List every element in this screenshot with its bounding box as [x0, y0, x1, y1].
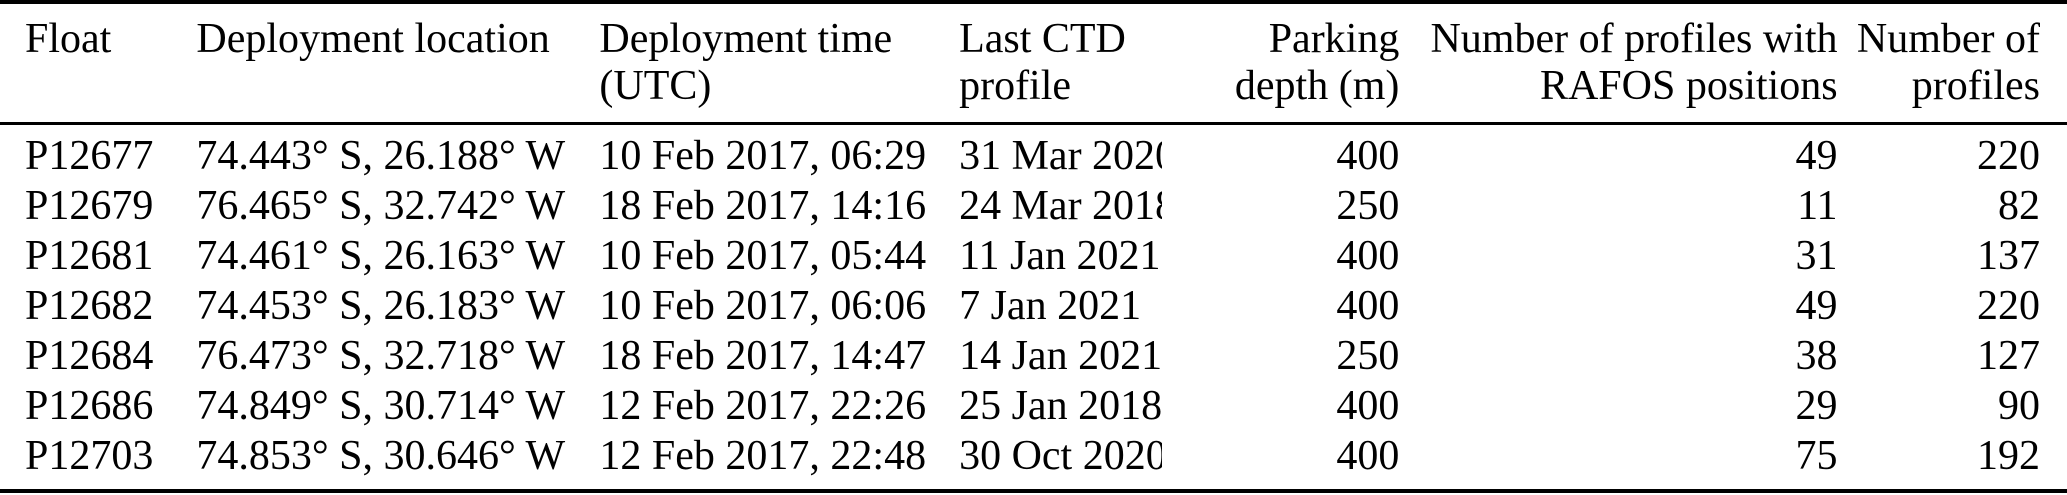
- cell-rafos-profiles: 49: [1795, 133, 1838, 179]
- cell-rafos-profiles: 75: [1795, 433, 1838, 479]
- header-line: Float: [25, 16, 112, 62]
- cell-last-ctd-profile: 7 Jan 2021: [959, 283, 1142, 329]
- header-line: (UTC): [599, 63, 712, 109]
- cell-rafos-profiles: 49: [1795, 283, 1838, 329]
- cell-num-profiles: 127: [1977, 333, 2040, 379]
- cell-deployment-time: 10 Feb 2017, 05:44: [599, 233, 927, 279]
- cell-deployment-location: 74.443° S, 26.188° W: [196, 133, 566, 179]
- header-line: Deployment location: [196, 16, 550, 62]
- cell-float: P12681: [25, 233, 154, 279]
- cell-rafos-profiles: 31: [1795, 233, 1838, 279]
- cell-parking-depth: 250: [1336, 183, 1400, 229]
- cell-last-ctd-profile: 31 Mar 2020: [959, 133, 1162, 179]
- col-header-num-profiles: Number of profiles: [1838, 2, 2067, 124]
- col-header-rafos-profiles: Number of profiles with RAFOS positions: [1399, 2, 1837, 124]
- table-row: P12677 74.443° S, 26.188° W 10 Feb 2017,…: [0, 124, 2067, 182]
- header-row: Float Deployment location Deployment tim…: [0, 2, 2067, 124]
- cell-parking-depth: 400: [1336, 283, 1400, 329]
- table-row: P12679 76.465° S, 32.742° W 18 Feb 2017,…: [0, 181, 2067, 231]
- cell-num-profiles: 220: [1977, 283, 2040, 329]
- cell-deployment-location: 74.453° S, 26.183° W: [196, 283, 566, 329]
- col-header-float: Float: [0, 2, 196, 124]
- cell-last-ctd-profile: 24 Mar 2018: [959, 183, 1162, 229]
- col-header-parking-depth: Parking depth (m): [1162, 2, 1400, 124]
- cell-deployment-time: 12 Feb 2017, 22:48: [599, 433, 927, 479]
- cell-num-profiles: 137: [1977, 233, 2040, 279]
- cell-deployment-location: 76.465° S, 32.742° W: [196, 183, 566, 229]
- cell-float: P12682: [25, 283, 154, 329]
- cell-float: P12677: [25, 133, 154, 179]
- cell-last-ctd-profile: 14 Jan 2021: [959, 333, 1162, 379]
- header-line: RAFOS positions: [1539, 63, 1838, 109]
- cell-parking-depth: 400: [1336, 233, 1400, 279]
- header-line: Last CTD: [959, 16, 1126, 62]
- header-line: profile: [959, 63, 1072, 109]
- cell-num-profiles: 220: [1977, 133, 2040, 179]
- cell-parking-depth: 400: [1336, 433, 1400, 479]
- cell-deployment-location: 76.473° S, 32.718° W: [196, 333, 566, 379]
- cell-deployment-time: 12 Feb 2017, 22:26: [599, 383, 927, 429]
- cell-deployment-time: 10 Feb 2017, 06:06: [599, 283, 927, 329]
- header-line: Deployment time: [599, 16, 893, 62]
- header-line: Parking: [1268, 16, 1400, 62]
- table-row: P12681 74.461° S, 26.163° W 10 Feb 2017,…: [0, 231, 2067, 281]
- cell-float: P12686: [25, 383, 154, 429]
- cell-num-profiles: 192: [1977, 433, 2040, 479]
- cell-float: P12684: [25, 333, 154, 379]
- col-header-deployment-location: Deployment location: [196, 2, 599, 124]
- header-line: Number of profiles with: [1430, 16, 1838, 62]
- cell-num-profiles: 90: [1998, 383, 2040, 429]
- cell-deployment-time: 18 Feb 2017, 14:47: [599, 333, 927, 379]
- cell-parking-depth: 400: [1336, 383, 1400, 429]
- header-line: Number of: [1856, 16, 2040, 62]
- cell-num-profiles: 82: [1998, 183, 2040, 229]
- cell-parking-depth: 400: [1336, 133, 1400, 179]
- cell-deployment-location: 74.461° S, 26.163° W: [196, 233, 566, 279]
- cell-last-ctd-profile: 11 Jan 2021: [959, 233, 1161, 279]
- table-row: P12684 76.473° S, 32.718° W 18 Feb 2017,…: [0, 331, 2067, 381]
- table-row: P12682 74.453° S, 26.183° W 10 Feb 2017,…: [0, 281, 2067, 331]
- cell-parking-depth: 250: [1336, 333, 1400, 379]
- cell-deployment-location: 74.853° S, 30.646° W: [196, 433, 566, 479]
- cell-deployment-time: 18 Feb 2017, 14:16: [599, 183, 927, 229]
- header-line: depth (m): [1234, 63, 1400, 109]
- cell-deployment-time: 10 Feb 2017, 06:29: [599, 133, 927, 179]
- table-row: P12703 74.853° S, 30.646° W 12 Feb 2017,…: [0, 431, 2067, 491]
- cell-deployment-location: 74.849° S, 30.714° W: [196, 383, 566, 429]
- header-line: profiles: [1911, 63, 2040, 109]
- col-header-deployment-time: Deployment time (UTC): [599, 2, 959, 124]
- table-row: P12686 74.849° S, 30.714° W 12 Feb 2017,…: [0, 381, 2067, 431]
- cell-float: P12703: [25, 433, 154, 479]
- cell-last-ctd-profile: 25 Jan 2018: [959, 383, 1162, 429]
- cell-float: P12679: [25, 183, 154, 229]
- cell-rafos-profiles: 29: [1795, 383, 1838, 429]
- col-header-last-ctd-profile: Last CTD profile: [959, 2, 1162, 124]
- cell-last-ctd-profile: 30 Oct 2020: [959, 433, 1162, 479]
- cell-rafos-profiles: 38: [1795, 333, 1838, 379]
- cell-rafos-profiles: 11: [1797, 183, 1838, 229]
